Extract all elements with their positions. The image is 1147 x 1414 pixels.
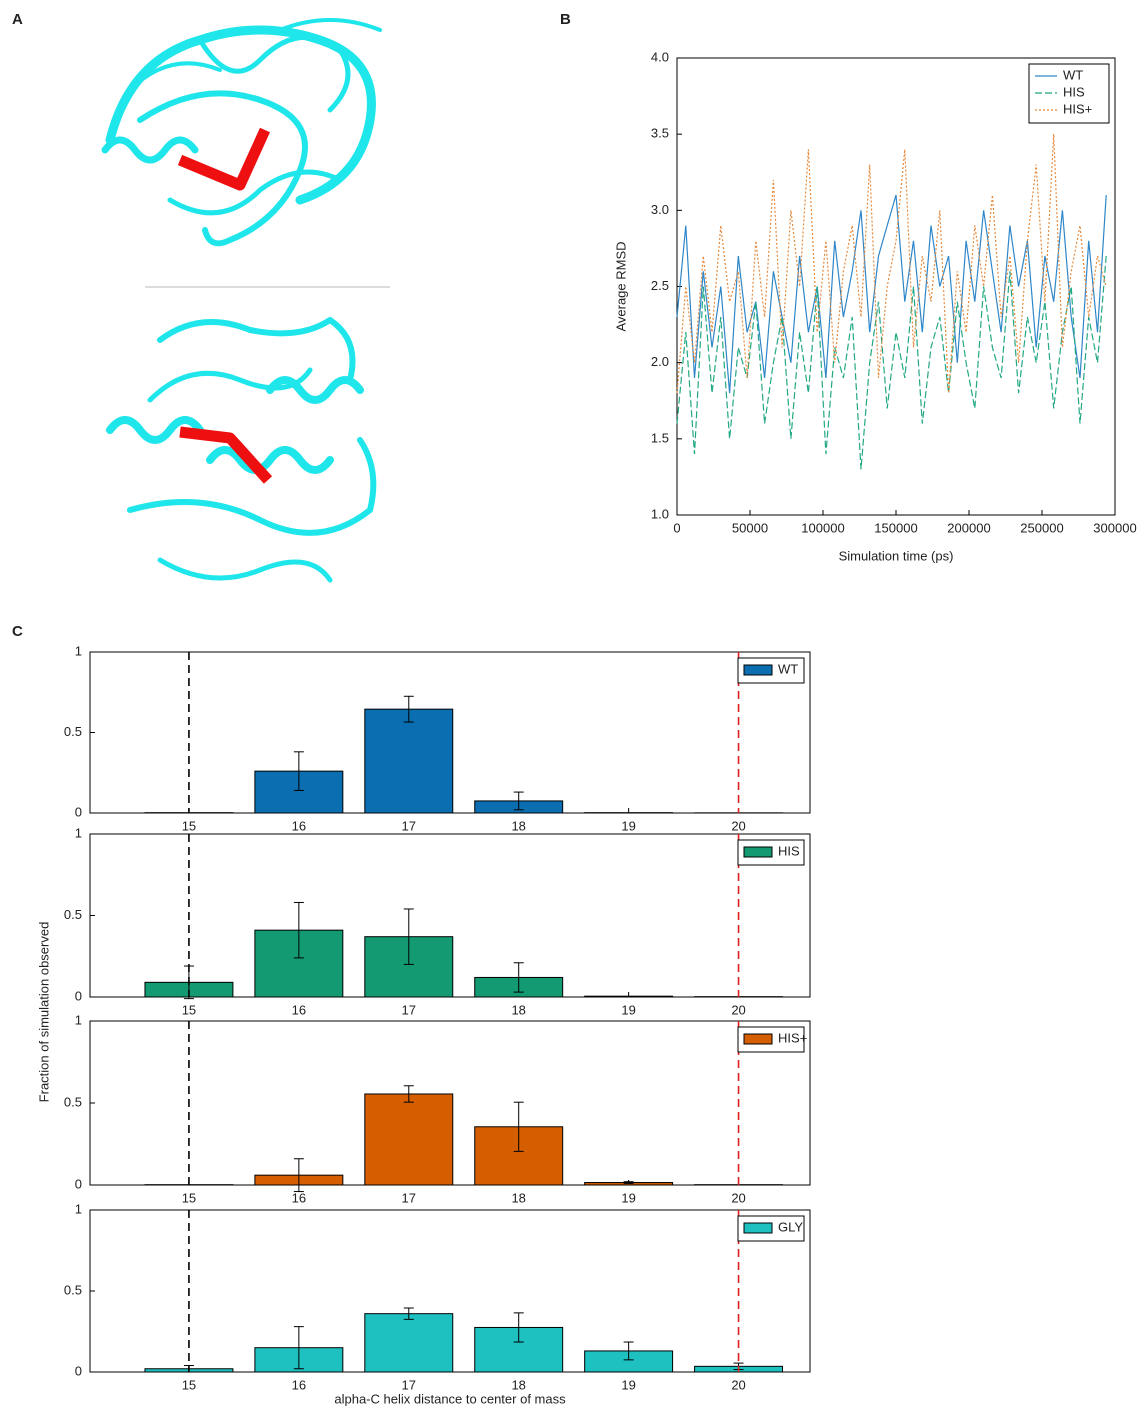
y-tick-label: 0	[75, 1176, 82, 1191]
x-tick-label: 18	[511, 1377, 525, 1392]
x-tick-label: 19	[621, 818, 635, 833]
bar	[365, 1094, 453, 1185]
x-axis-label: Simulation time (ps)	[839, 548, 954, 563]
bar	[585, 996, 673, 997]
x-tick-label: 300000	[1093, 520, 1136, 535]
x-tick-label: 17	[402, 1190, 416, 1205]
x-tick-label: 20	[731, 1190, 745, 1205]
y-tick-label: 1.5	[651, 430, 669, 445]
y-tick-label: 0	[75, 804, 82, 819]
x-tick-label: 150000	[874, 520, 917, 535]
legend-swatch	[744, 665, 772, 675]
protein-structure-top	[105, 20, 390, 287]
x-tick-label: 18	[511, 1002, 525, 1017]
y-tick-label: 0.5	[64, 1094, 82, 1109]
x-tick-label: 16	[292, 818, 306, 833]
x-tick-label: 18	[511, 1190, 525, 1205]
panel-label: C	[12, 623, 23, 640]
x-tick-label: 16	[292, 1002, 306, 1017]
x-tick-label: 250000	[1020, 520, 1063, 535]
y-axis-label: Average RMSD	[613, 241, 628, 331]
x-tick-label: 19	[621, 1377, 635, 1392]
x-tick-label: 20	[731, 818, 745, 833]
x-tick-label: 15	[182, 1002, 196, 1017]
legend-label: GLY	[778, 1219, 803, 1234]
x-tick-label: 20	[731, 1377, 745, 1392]
x-tick-label: 15	[182, 1190, 196, 1205]
x-tick-label: 18	[511, 818, 525, 833]
y-tick-label: 0.5	[64, 1282, 82, 1297]
y-tick-label: 1.0	[651, 506, 669, 521]
y-tick-label: 3.0	[651, 202, 669, 217]
legend-swatch	[744, 847, 772, 857]
legend-swatch	[744, 1034, 772, 1044]
bar	[365, 709, 453, 813]
legend-label: HIS+	[1063, 101, 1092, 116]
x-tick-label: 17	[402, 818, 416, 833]
panel-label: B	[560, 11, 571, 28]
x-tick-label: 100000	[801, 520, 844, 535]
y-axis-label: Fraction of simulation observed	[36, 922, 51, 1103]
figure: A B C Fraction of simulation observed al…	[0, 0, 1147, 1414]
y-tick-label: 1	[75, 1201, 82, 1216]
protein-structure-bottom	[110, 320, 373, 580]
y-tick-label: 1	[75, 1012, 82, 1027]
x-tick-label: 19	[621, 1002, 635, 1017]
legend-swatch	[744, 1223, 772, 1233]
y-tick-label: 2.0	[651, 354, 669, 369]
x-tick-label: 20	[731, 1002, 745, 1017]
x-tick-label: 50000	[732, 520, 768, 535]
y-tick-label: 0	[75, 988, 82, 1003]
y-tick-label: 0.5	[64, 907, 82, 922]
x-tick-label: 0	[673, 520, 680, 535]
legend-label: HIS	[1063, 84, 1085, 99]
x-tick-label: 200000	[947, 520, 990, 535]
y-tick-label: 0	[75, 1363, 82, 1378]
y-tick-label: 3.5	[651, 126, 669, 141]
plot-frame	[677, 58, 1115, 515]
panel-label: A	[12, 11, 23, 28]
y-tick-label: 1	[75, 825, 82, 840]
legend-label: WT	[1063, 67, 1083, 82]
x-axis-label: alpha-C helix distance to center of mass	[334, 1391, 566, 1406]
x-tick-label: 16	[292, 1190, 306, 1205]
x-tick-label: 15	[182, 818, 196, 833]
legend-label: HIS	[778, 843, 800, 858]
bar	[365, 1314, 453, 1372]
x-tick-label: 17	[402, 1002, 416, 1017]
x-tick-label: 15	[182, 1377, 196, 1392]
legend-label: HIS+	[778, 1030, 807, 1045]
legend-label: WT	[778, 661, 798, 676]
x-tick-label: 16	[292, 1377, 306, 1392]
x-tick-label: 19	[621, 1190, 635, 1205]
x-tick-label: 17	[402, 1377, 416, 1392]
y-tick-label: 2.5	[651, 278, 669, 293]
y-tick-label: 1	[75, 643, 82, 658]
y-tick-label: 0.5	[64, 724, 82, 739]
y-tick-label: 4.0	[651, 49, 669, 64]
